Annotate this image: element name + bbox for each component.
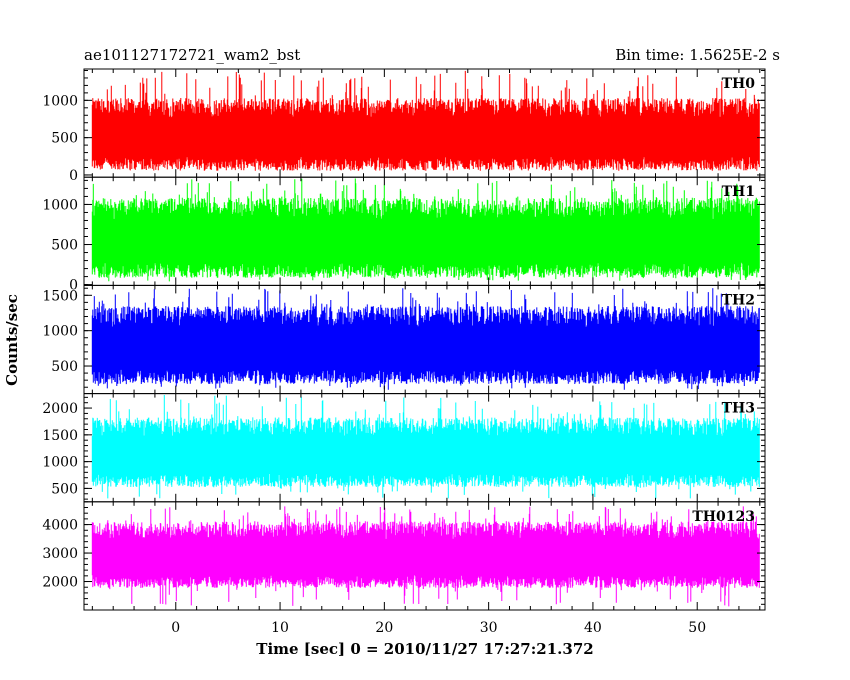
chart-title: ae101127172721_wam2_bst	[84, 46, 300, 64]
series-th1	[91, 178, 760, 282]
y-tick-label-th0: 0	[69, 168, 78, 184]
y-tick-label-th1: 0	[69, 278, 78, 294]
series-th0	[91, 70, 760, 171]
series-name-th3: TH3	[722, 401, 755, 417]
y-tick-label-th3: 1500	[42, 428, 78, 444]
x-tick-label: 20	[375, 620, 393, 636]
y-tick-label-th0123: 4000	[42, 518, 78, 534]
x-tick-label: 50	[688, 620, 706, 636]
series-th3	[91, 395, 760, 499]
x-tick-label: 40	[584, 620, 602, 636]
x-axis-label: Time [sec] 0 = 2010/11/27 17:27:21.372	[256, 640, 593, 658]
y-tick-label-th1: 500	[51, 238, 78, 254]
y-tick-label-th0: 500	[51, 131, 78, 147]
y-tick-label-th3: 1000	[42, 455, 78, 471]
y-tick-label-th0123: 3000	[42, 546, 78, 562]
x-tick-label: 30	[480, 620, 498, 636]
y-tick-label-th3: 500	[51, 481, 78, 497]
series-name-th1: TH1	[722, 184, 755, 200]
series-th2	[91, 288, 760, 390]
series-name-th0123: TH0123	[692, 509, 755, 525]
y-tick-label-th2: 500	[51, 359, 78, 375]
y-tick-label-th3: 2000	[42, 401, 78, 417]
y-tick-label-th2: 1500	[42, 288, 78, 304]
series-th0123	[91, 506, 760, 607]
x-tick-label: 0	[171, 620, 180, 636]
series-name-th2: TH2	[722, 292, 755, 308]
bin-time-label: Bin time: 1.5625E-2 s	[615, 46, 780, 64]
panel-frame-th0123	[83, 501, 766, 611]
y-tick-label-th0123: 2000	[42, 575, 78, 591]
y-tick-label-th1: 1000	[42, 197, 78, 213]
series-name-th0: TH0	[722, 76, 756, 92]
y-tick-label-th0: 1000	[42, 93, 78, 109]
y-axis-label: Counts/sec	[3, 294, 21, 386]
x-tick-label: 10	[271, 620, 289, 636]
y-tick-label-th2: 1000	[42, 324, 78, 340]
